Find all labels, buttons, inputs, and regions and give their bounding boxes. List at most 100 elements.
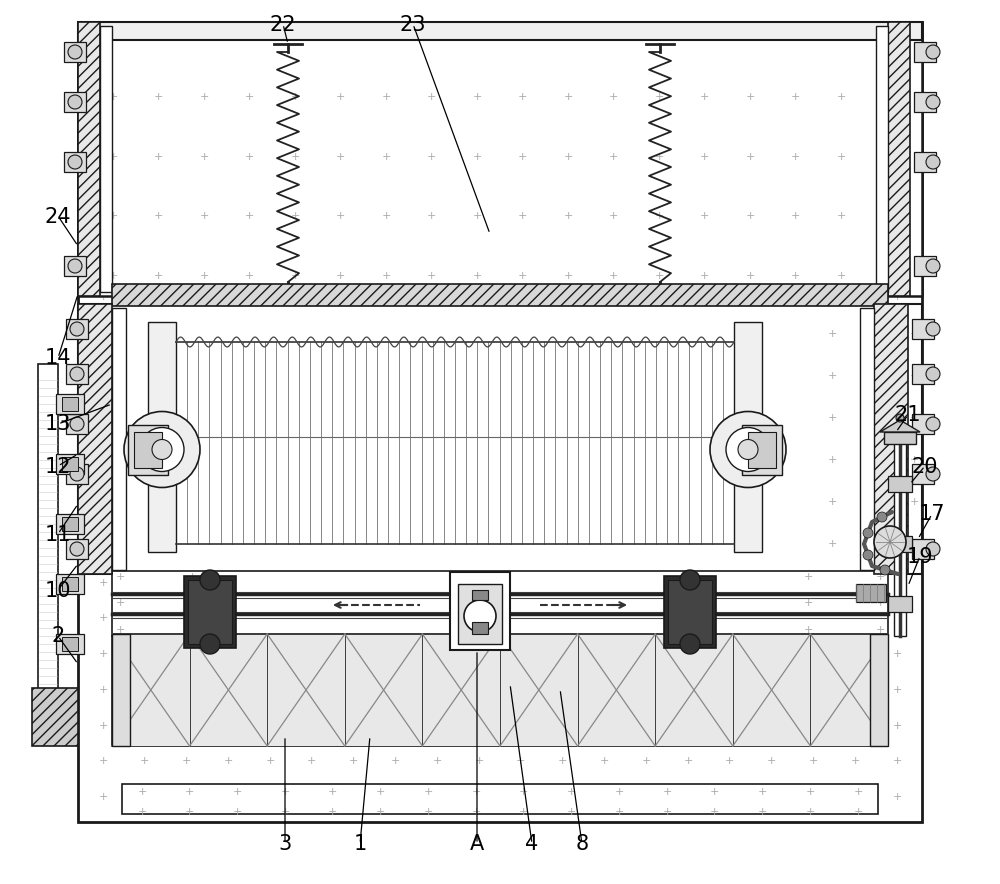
Text: +: + bbox=[767, 720, 776, 730]
Text: +: + bbox=[199, 211, 209, 221]
Text: +: + bbox=[391, 435, 400, 445]
Bar bbox=[912, 464, 934, 484]
Text: +: + bbox=[182, 400, 191, 409]
Circle shape bbox=[926, 95, 940, 109]
Text: +: + bbox=[683, 42, 693, 52]
Text: +: + bbox=[600, 292, 609, 302]
Text: +: + bbox=[909, 371, 919, 381]
Text: +: + bbox=[851, 542, 860, 552]
Text: +: + bbox=[851, 292, 860, 302]
Text: +: + bbox=[853, 787, 863, 797]
Text: +: + bbox=[516, 792, 526, 802]
Text: +: + bbox=[182, 470, 191, 481]
Text: +: + bbox=[433, 507, 442, 516]
Text: +: + bbox=[81, 455, 91, 465]
Text: +: + bbox=[199, 151, 209, 162]
Text: +: + bbox=[642, 256, 651, 266]
Text: +: + bbox=[909, 455, 919, 465]
Text: +: + bbox=[224, 78, 233, 88]
Text: +: + bbox=[642, 78, 651, 88]
Circle shape bbox=[464, 600, 496, 632]
Bar bbox=[874, 304, 908, 574]
Text: +: + bbox=[328, 807, 338, 817]
Bar bbox=[914, 92, 936, 112]
Text: +: + bbox=[427, 211, 436, 221]
Text: +: + bbox=[427, 151, 436, 162]
Circle shape bbox=[152, 439, 172, 460]
Text: +: + bbox=[199, 92, 209, 102]
Text: +: + bbox=[851, 363, 860, 373]
Text: +: + bbox=[851, 613, 860, 623]
Text: +: + bbox=[809, 649, 818, 659]
Text: +: + bbox=[349, 720, 358, 730]
Text: +: + bbox=[349, 328, 358, 338]
Text: +: + bbox=[882, 92, 892, 102]
Text: +: + bbox=[516, 221, 526, 231]
Text: +: + bbox=[564, 151, 573, 162]
Text: +: + bbox=[349, 613, 358, 623]
Text: +: + bbox=[791, 271, 801, 281]
Text: +: + bbox=[516, 149, 526, 159]
Text: +: + bbox=[851, 221, 860, 231]
Text: +: + bbox=[892, 578, 902, 588]
Text: +: + bbox=[725, 649, 735, 659]
Bar bbox=[912, 539, 934, 559]
Text: +: + bbox=[809, 78, 818, 88]
Text: +: + bbox=[609, 32, 619, 42]
Text: +: + bbox=[725, 720, 735, 730]
Text: +: + bbox=[516, 507, 526, 516]
Text: +: + bbox=[615, 807, 624, 817]
Text: 24: 24 bbox=[45, 207, 71, 226]
Text: +: + bbox=[474, 113, 484, 124]
Text: +: + bbox=[600, 507, 609, 516]
Bar bbox=[458, 584, 502, 644]
Circle shape bbox=[68, 95, 82, 109]
Text: +: + bbox=[391, 720, 400, 730]
Text: +: + bbox=[725, 578, 735, 588]
Text: +: + bbox=[827, 455, 837, 465]
Text: +: + bbox=[349, 507, 358, 516]
Text: +: + bbox=[265, 578, 275, 588]
Text: +: + bbox=[140, 328, 149, 338]
Text: +: + bbox=[516, 185, 526, 194]
Text: +: + bbox=[474, 578, 484, 588]
Text: +: + bbox=[108, 271, 118, 281]
Text: +: + bbox=[600, 613, 609, 623]
Text: +: + bbox=[791, 32, 801, 42]
Text: +: + bbox=[875, 598, 885, 608]
Text: +: + bbox=[700, 271, 710, 281]
Text: +: + bbox=[806, 787, 815, 797]
Text: +: + bbox=[683, 792, 693, 802]
Text: +: + bbox=[163, 371, 173, 381]
Text: +: + bbox=[307, 292, 317, 302]
Text: +: + bbox=[433, 400, 442, 409]
Bar bbox=[184, 576, 236, 648]
Text: +: + bbox=[600, 149, 609, 159]
Text: +: + bbox=[519, 807, 529, 817]
Text: +: + bbox=[433, 185, 442, 194]
Text: +: + bbox=[809, 685, 818, 695]
Text: +: + bbox=[98, 363, 108, 373]
Text: +: + bbox=[140, 78, 149, 88]
Text: +: + bbox=[187, 572, 197, 582]
Text: +: + bbox=[182, 757, 191, 766]
Text: +: + bbox=[140, 435, 149, 445]
Bar bbox=[78, 22, 100, 296]
Bar bbox=[884, 432, 916, 444]
Text: +: + bbox=[837, 151, 846, 162]
Text: +: + bbox=[140, 720, 149, 730]
Text: +: + bbox=[433, 578, 442, 588]
Text: +: + bbox=[558, 400, 567, 409]
Text: +: + bbox=[307, 720, 317, 730]
Text: +: + bbox=[391, 42, 400, 52]
Text: +: + bbox=[558, 720, 567, 730]
Text: +: + bbox=[474, 470, 484, 481]
Text: +: + bbox=[767, 221, 776, 231]
Text: +: + bbox=[427, 92, 436, 102]
Bar bbox=[914, 42, 936, 62]
Text: +: + bbox=[809, 42, 818, 52]
Bar bbox=[876, 26, 888, 292]
Circle shape bbox=[926, 417, 940, 431]
Text: +: + bbox=[391, 792, 400, 802]
Text: 8: 8 bbox=[575, 834, 589, 854]
